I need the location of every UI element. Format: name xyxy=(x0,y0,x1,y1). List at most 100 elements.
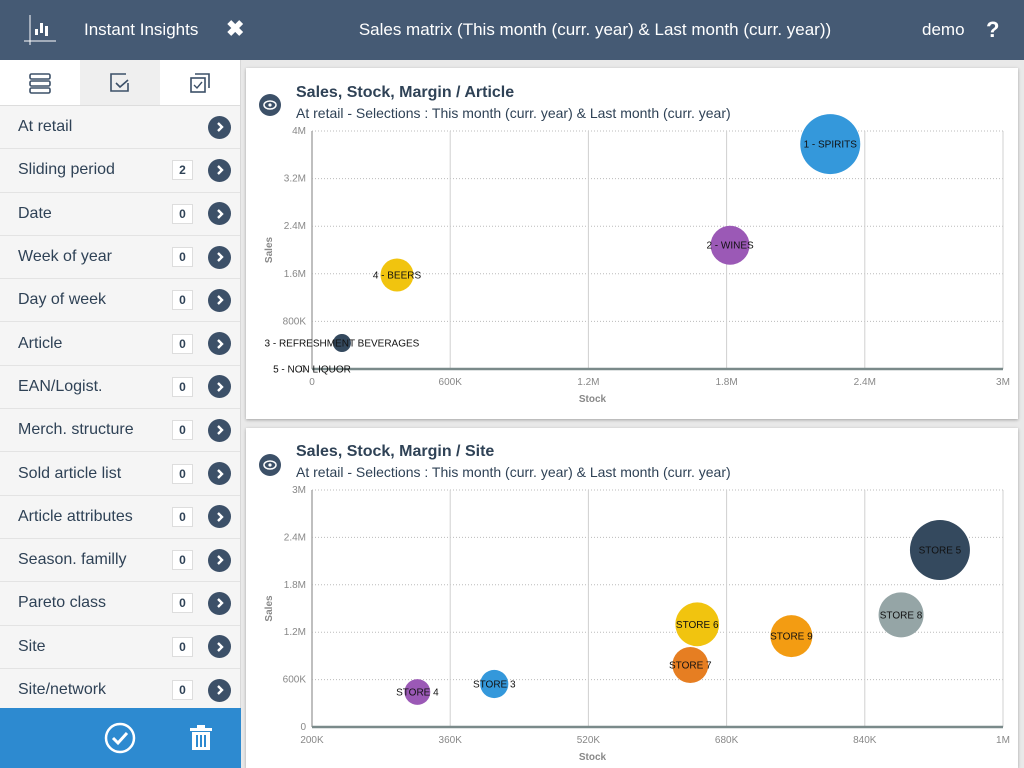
filter-count-badge: 0 xyxy=(172,290,193,311)
bubble-label: 5 - NON LIQUOR xyxy=(273,365,351,376)
bubble[interactable] xyxy=(404,679,431,705)
close-icon[interactable]: ✖ xyxy=(226,16,245,41)
bubble[interactable] xyxy=(909,520,970,581)
filter-count-badge: 0 xyxy=(172,593,193,614)
bubble-label: 3 - REFRESHMENT BEVERAGES xyxy=(265,338,420,349)
filter-list: At retail Sliding period 2 Date 0 Week of yea… xyxy=(0,106,240,713)
trash-icon[interactable] xyxy=(189,725,213,751)
x-axis-label: Stock xyxy=(579,752,607,763)
article-chart-panel: Sales, Stock, Margin / Article At retail… xyxy=(246,68,1018,419)
filter-count-badge: 0 xyxy=(172,420,193,441)
y-tick-label: 1.2M xyxy=(284,627,306,638)
x-tick-label: 520K xyxy=(577,735,601,746)
filter-count-badge: 0 xyxy=(172,680,193,700)
bubble[interactable] xyxy=(480,669,509,699)
y-tick-label: 3.2M xyxy=(284,174,306,185)
bubble[interactable] xyxy=(332,333,351,352)
y-tick-label: 600K xyxy=(283,675,307,686)
bubble[interactable] xyxy=(672,646,709,683)
y-axis-label: Sales xyxy=(264,236,275,263)
chevron-right-icon[interactable] xyxy=(208,505,231,529)
y-tick-label: 0 xyxy=(300,364,306,375)
filter-label: Sliding period xyxy=(18,161,115,179)
filter-label: Sold article list xyxy=(18,464,122,482)
filter-item[interactable]: Day of week 0 xyxy=(0,279,240,323)
bubble-label: 4 - BEERS xyxy=(373,270,422,281)
filter-item[interactable]: Season. familly 0 xyxy=(0,539,240,583)
y-tick-label: 800K xyxy=(283,316,307,327)
chevron-right-icon[interactable] xyxy=(208,548,231,572)
x-tick-label: 200K xyxy=(300,735,324,746)
filter-item[interactable]: Sold article list 0 xyxy=(0,452,240,496)
filter-item[interactable]: Article 0 xyxy=(0,322,240,366)
bubble-label: STORE 3 xyxy=(473,680,516,691)
filter-item[interactable]: Site 0 xyxy=(0,626,240,669)
x-tick-label: 1.8M xyxy=(715,377,737,388)
filter-item[interactable]: Merch. structure 0 xyxy=(0,409,240,453)
chevron-right-icon[interactable] xyxy=(208,418,231,442)
tab-multi-selections[interactable] xyxy=(160,60,240,105)
eye-icon[interactable] xyxy=(259,94,281,116)
x-tick-label: 1M xyxy=(996,735,1010,746)
filter-label: Article xyxy=(18,334,63,352)
x-tick-label: 360K xyxy=(439,735,463,746)
bar-chart-icon xyxy=(24,15,56,45)
site-scatter-chart: 0 600K 1.2M 1.8M 2.4M 3M 200K 360K 520K 680K 840K 1… xyxy=(264,485,1010,763)
filter-item[interactable]: Week of year 0 xyxy=(0,236,240,280)
top-bar: Instant Insights ✖ Sales matrix (This mo… xyxy=(0,0,1024,60)
check-circle-icon[interactable] xyxy=(104,722,136,754)
y-tick-label: 0 xyxy=(300,722,306,733)
x-tick-label: 680K xyxy=(715,735,739,746)
bubble[interactable] xyxy=(710,225,750,265)
filter-item[interactable]: Sliding period 2 xyxy=(0,149,240,193)
tab-list[interactable] xyxy=(0,60,80,105)
x-tick-label: 3M xyxy=(996,377,1010,388)
sidebar-footer xyxy=(0,708,241,768)
chevron-right-icon[interactable] xyxy=(208,202,231,226)
chevron-right-icon[interactable] xyxy=(208,678,231,702)
y-tick-label: 2.4M xyxy=(284,532,306,543)
filter-item[interactable]: Pareto class 0 xyxy=(0,582,240,626)
sidebar-tabs xyxy=(0,60,240,106)
checkbox-icon xyxy=(110,72,129,92)
filter-label: Pareto class xyxy=(18,594,107,612)
chevron-right-icon[interactable] xyxy=(208,375,231,399)
bubble-label: STORE 9 xyxy=(770,632,813,643)
chevron-right-icon[interactable] xyxy=(208,591,231,615)
user-name[interactable]: demo xyxy=(922,20,965,39)
chevron-right-icon[interactable] xyxy=(208,288,231,312)
bubble[interactable] xyxy=(800,114,861,175)
filter-item[interactable]: Article attributes 0 xyxy=(0,496,240,539)
chevron-right-icon[interactable] xyxy=(208,245,231,269)
x-tick-label: 2.4M xyxy=(854,377,876,388)
bubble[interactable] xyxy=(675,602,720,647)
bubble[interactable] xyxy=(770,615,813,658)
y-tick-label: 4M xyxy=(292,126,306,137)
chevron-right-icon[interactable] xyxy=(208,158,231,182)
bubble-label: STORE 4 xyxy=(396,688,439,699)
y-tick-label: 2.4M xyxy=(284,221,306,232)
bubble[interactable] xyxy=(878,592,924,638)
help-icon[interactable]: ? xyxy=(986,17,1000,42)
filter-item[interactable]: Date 0 xyxy=(0,193,240,236)
chevron-right-icon[interactable] xyxy=(208,332,231,356)
chevron-right-icon[interactable] xyxy=(208,115,231,139)
chart-title: Sales, Stock, Margin / Site xyxy=(296,443,495,460)
bubble-label: 2 - WINES xyxy=(706,241,754,252)
y-tick-label: 1.6M xyxy=(284,269,306,280)
bubble[interactable] xyxy=(380,258,414,292)
filter-item[interactable]: At retail xyxy=(0,106,240,150)
chart-title: Sales, Stock, Margin / Article xyxy=(296,84,515,101)
filter-item[interactable]: Site/network 0 xyxy=(0,669,240,713)
filter-count-badge: 0 xyxy=(172,636,193,657)
x-tick-label: 1.2M xyxy=(577,377,599,388)
filter-item[interactable]: EAN/Logist. 0 xyxy=(0,366,240,410)
chart-subtitle: At retail - Selections : This month (cur… xyxy=(296,105,731,121)
eye-icon[interactable] xyxy=(259,454,281,476)
chevron-right-icon[interactable] xyxy=(208,462,231,486)
bubble-label: 1 - SPIRITS xyxy=(804,140,858,151)
filter-count-badge: 0 xyxy=(172,550,193,571)
chevron-right-icon[interactable] xyxy=(208,635,231,659)
bubble-label: STORE 6 xyxy=(676,620,719,631)
tab-selections[interactable] xyxy=(80,60,160,105)
